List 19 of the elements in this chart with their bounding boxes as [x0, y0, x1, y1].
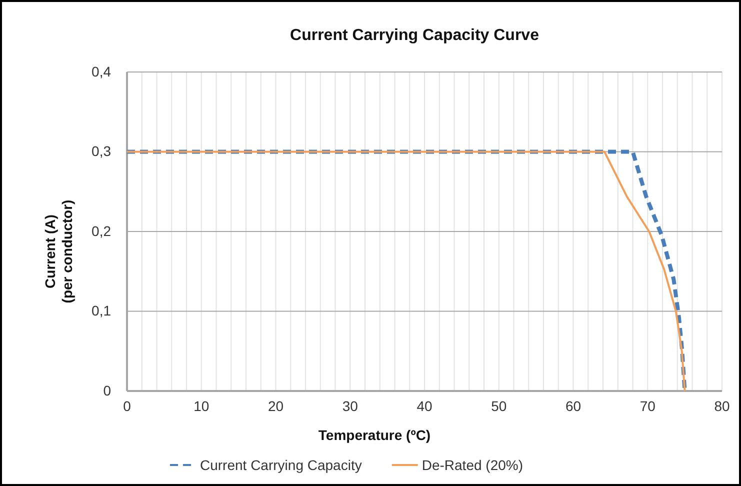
- y-tick-label: 0: [103, 382, 112, 398]
- x-tick-label: 10: [194, 398, 210, 414]
- y-axis-title: Current (A) (per conductor): [42, 200, 75, 304]
- x-tick-label: 20: [268, 398, 284, 414]
- y-tick-label: 0,2: [92, 222, 112, 239]
- x-tick-label: 70: [640, 398, 656, 414]
- legend-label: Current Carrying Capacity: [200, 457, 362, 473]
- y-tick-label: 0,1: [92, 302, 112, 319]
- x-tick-label: 60: [565, 398, 582, 414]
- x-tick-label: 80: [714, 398, 730, 414]
- x-tick-label: 40: [416, 398, 432, 414]
- y-tick-label: 0,3: [92, 143, 112, 160]
- x-tick-label: 30: [342, 398, 358, 414]
- y-tick-label: 0,4: [92, 63, 112, 80]
- legend-label: De-Rated (20%): [422, 457, 523, 473]
- x-tick-label: 50: [491, 398, 507, 414]
- chart-title: Current Carrying Capacity Curve: [290, 27, 540, 44]
- x-tick-label: 0: [123, 398, 132, 414]
- x-axis-title: Temperature (ºC): [318, 427, 431, 443]
